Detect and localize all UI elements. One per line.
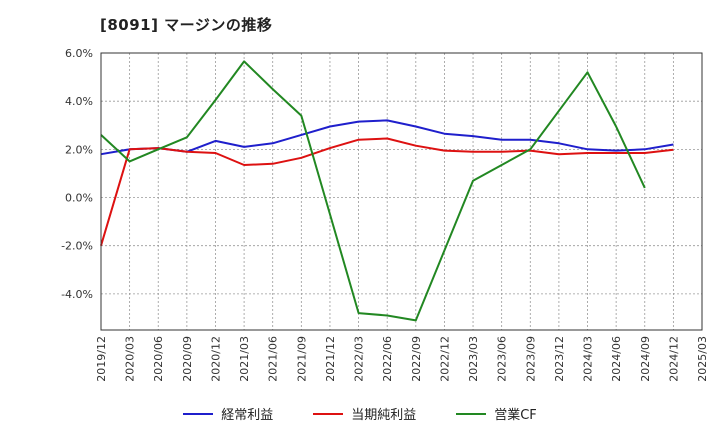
legend-item: 当期純利益 <box>313 404 416 423</box>
legend-label: 経常利益 <box>221 408 274 423</box>
legend-swatch <box>183 412 214 415</box>
y-tick-labels: 6.0% 4.0% 2.0% 0.0% -2.0% -4.0% <box>61 47 93 301</box>
y-tick-label: 2.0% <box>65 143 93 156</box>
x-tick-label: 2025/03 <box>696 336 709 382</box>
y-tick-label: -4.0% <box>61 288 93 301</box>
legend: 経常利益 当期純利益 営業CF <box>0 404 720 423</box>
x-tick-label: 2024/12 <box>667 336 680 382</box>
y-tick-label: 6.0% <box>65 47 93 60</box>
x-tick-label: 2023/12 <box>553 336 566 382</box>
line-chart: 6.0% 4.0% 2.0% 0.0% -2.0% -4.0% 2019/12 2020/0… <box>61 47 709 382</box>
x-tick-labels: 2019/12 2020/03 2020/06 2020/09 2020/12 2021/… <box>95 336 709 382</box>
x-tick-label: 2021/09 <box>295 336 308 382</box>
series-line-当期純利益 <box>100 137 674 246</box>
x-tick-label: 2022/03 <box>353 336 366 382</box>
x-tick-label: 2020/09 <box>181 336 194 382</box>
legend-item: 営業CF <box>456 404 537 423</box>
y-tick-label: 0.0% <box>65 192 93 205</box>
series-line-経常利益 <box>100 119 674 156</box>
y-tick-label: -2.0% <box>61 240 93 253</box>
legend-item: 経常利益 <box>183 404 273 423</box>
x-tick-label: 2022/06 <box>381 336 394 382</box>
legend-label: 営業CF <box>494 408 537 423</box>
series-line-営業CF <box>100 60 646 322</box>
chart-title: [8091] マージンの推移 <box>100 16 273 34</box>
x-tick-label: 2024/09 <box>639 336 652 382</box>
x-tick-label: 2022/09 <box>410 336 423 382</box>
x-tick-label: 2023/09 <box>524 336 537 382</box>
x-tick-label: 2019/12 <box>95 336 108 382</box>
x-tick-label: 2023/03 <box>467 336 480 382</box>
series-lines <box>100 60 674 322</box>
x-tick-label: 2023/06 <box>496 336 509 382</box>
x-tick-label: 2024/06 <box>610 336 623 382</box>
x-tick-label: 2024/03 <box>582 336 595 382</box>
x-tick-label: 2021/03 <box>238 336 251 382</box>
legend-swatch <box>456 412 487 415</box>
x-tick-label: 2021/12 <box>324 336 337 382</box>
legend-label: 当期純利益 <box>351 408 417 423</box>
x-tick-label: 2020/03 <box>124 336 137 382</box>
x-tick-label: 2021/06 <box>267 336 280 382</box>
x-tick-label: 2020/06 <box>152 336 165 382</box>
x-tick-label: 2020/12 <box>209 336 222 382</box>
legend-swatch <box>313 412 344 415</box>
y-tick-label: 4.0% <box>65 95 93 108</box>
plot-frame <box>100 52 703 331</box>
x-tick-label: 2022/12 <box>438 336 451 382</box>
grid-layer <box>101 52 702 330</box>
